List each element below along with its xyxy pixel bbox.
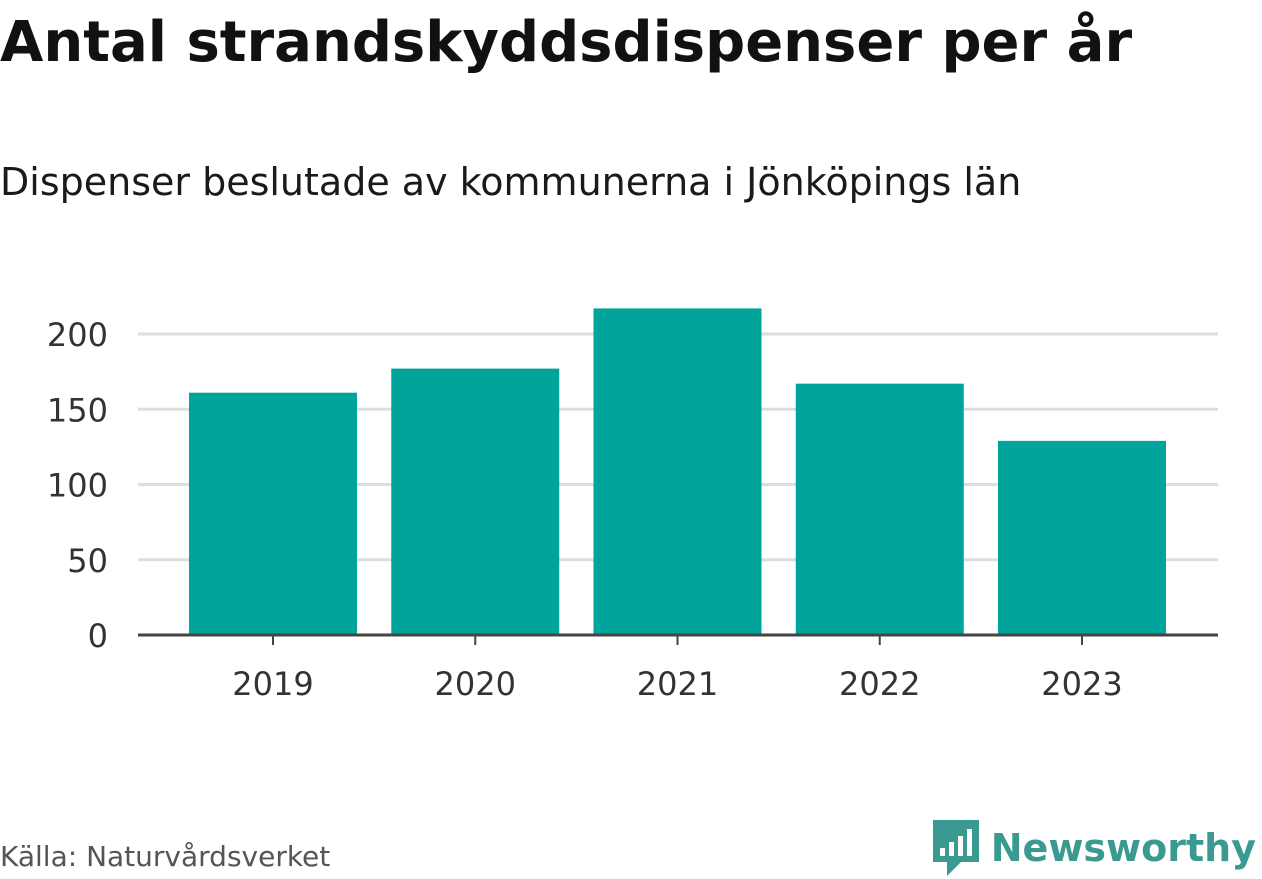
bars bbox=[189, 308, 1166, 635]
x-tick-label: 2021 bbox=[637, 665, 718, 703]
y-tick-label: 100 bbox=[47, 467, 108, 505]
brand-name: Newsworthy bbox=[990, 826, 1256, 870]
bar-2023 bbox=[998, 440, 1166, 635]
x-tick-label: 2020 bbox=[435, 665, 516, 703]
newsworthy-logo-icon bbox=[932, 820, 979, 876]
tick-labels: 0 50 100 150 200 2019 2020 2021 2022 2023 bbox=[47, 316, 1123, 703]
source-note: Källa: Naturvårdsverket bbox=[0, 840, 331, 873]
x-tick-label: 2019 bbox=[232, 665, 313, 703]
chart-title: Antal strandskyddsdispenser per år bbox=[0, 10, 1133, 75]
bar-2022 bbox=[795, 383, 964, 635]
bar-2021 bbox=[593, 308, 762, 635]
y-tick-label: 50 bbox=[67, 542, 108, 580]
x-tick-label: 2023 bbox=[1041, 665, 1122, 703]
y-tick-label: 0 bbox=[88, 617, 108, 655]
bar-2019 bbox=[189, 392, 357, 635]
y-tick-label: 200 bbox=[47, 316, 108, 354]
axes bbox=[138, 633, 1218, 645]
brand-logo: Newsworthy bbox=[931, 818, 1256, 878]
bar-2020 bbox=[391, 368, 560, 635]
y-tick-label: 150 bbox=[47, 391, 108, 429]
x-tick-label: 2022 bbox=[839, 665, 920, 703]
chart-subtitle: Dispenser beslutade av kommunerna i Jönk… bbox=[0, 160, 1022, 204]
